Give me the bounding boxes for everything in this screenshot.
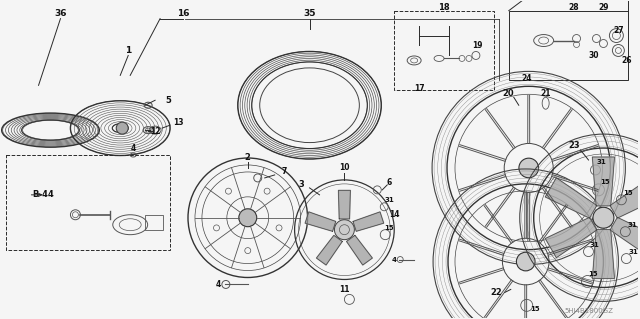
Polygon shape <box>593 230 614 278</box>
Bar <box>6 155 170 249</box>
Text: 15: 15 <box>589 271 598 278</box>
Text: 31: 31 <box>589 241 599 248</box>
Text: 31: 31 <box>596 159 606 165</box>
Text: 4: 4 <box>215 280 221 289</box>
Text: 12: 12 <box>150 127 161 136</box>
Circle shape <box>516 252 535 271</box>
Text: 1: 1 <box>125 46 131 55</box>
Text: 4: 4 <box>392 256 397 263</box>
Text: 17: 17 <box>414 84 424 93</box>
Text: 19: 19 <box>472 41 482 50</box>
Polygon shape <box>353 212 384 231</box>
Polygon shape <box>316 235 342 265</box>
Text: 2: 2 <box>245 152 251 161</box>
Text: 13: 13 <box>173 118 183 127</box>
Text: 15: 15 <box>530 306 540 312</box>
Text: 21: 21 <box>540 89 551 98</box>
Text: 35: 35 <box>303 9 316 18</box>
Circle shape <box>519 158 538 178</box>
Text: 18: 18 <box>438 3 450 12</box>
Text: 28: 28 <box>568 3 579 12</box>
Text: 29: 29 <box>598 3 609 12</box>
Polygon shape <box>346 235 372 265</box>
Polygon shape <box>545 217 596 258</box>
Text: 4: 4 <box>131 144 136 152</box>
Text: 26: 26 <box>621 56 632 65</box>
Text: 15: 15 <box>623 190 633 196</box>
Text: 31: 31 <box>627 222 637 228</box>
Circle shape <box>116 122 128 134</box>
Text: 5: 5 <box>165 96 171 105</box>
Polygon shape <box>593 157 614 206</box>
Text: 7: 7 <box>282 167 287 176</box>
Text: 20: 20 <box>502 89 514 98</box>
Polygon shape <box>305 212 336 231</box>
Text: 27: 27 <box>613 26 624 35</box>
Polygon shape <box>610 217 640 258</box>
Bar <box>145 215 163 230</box>
Text: B-44: B-44 <box>33 190 54 199</box>
Text: 11: 11 <box>339 285 349 294</box>
Text: 15: 15 <box>385 225 394 231</box>
Circle shape <box>593 207 614 228</box>
Circle shape <box>335 220 355 240</box>
Polygon shape <box>610 178 640 218</box>
Text: 14: 14 <box>389 210 399 219</box>
Text: 22: 22 <box>490 288 502 297</box>
Text: 15: 15 <box>600 179 611 185</box>
Text: 31: 31 <box>628 249 638 255</box>
Polygon shape <box>545 178 596 218</box>
Text: 5HJ4B1800GZ: 5HJ4B1800GZ <box>564 308 613 314</box>
Text: 6: 6 <box>387 178 392 187</box>
Text: 36: 36 <box>54 9 67 18</box>
Text: 16: 16 <box>177 9 189 18</box>
Text: 31: 31 <box>385 197 394 203</box>
Text: 24: 24 <box>522 74 532 83</box>
Polygon shape <box>339 190 350 219</box>
Text: 23: 23 <box>569 141 580 150</box>
Bar <box>509 11 628 80</box>
Circle shape <box>239 209 257 227</box>
Bar <box>394 11 494 90</box>
Text: 30: 30 <box>588 51 599 60</box>
Text: 10: 10 <box>339 163 349 173</box>
Text: 3: 3 <box>299 180 305 189</box>
